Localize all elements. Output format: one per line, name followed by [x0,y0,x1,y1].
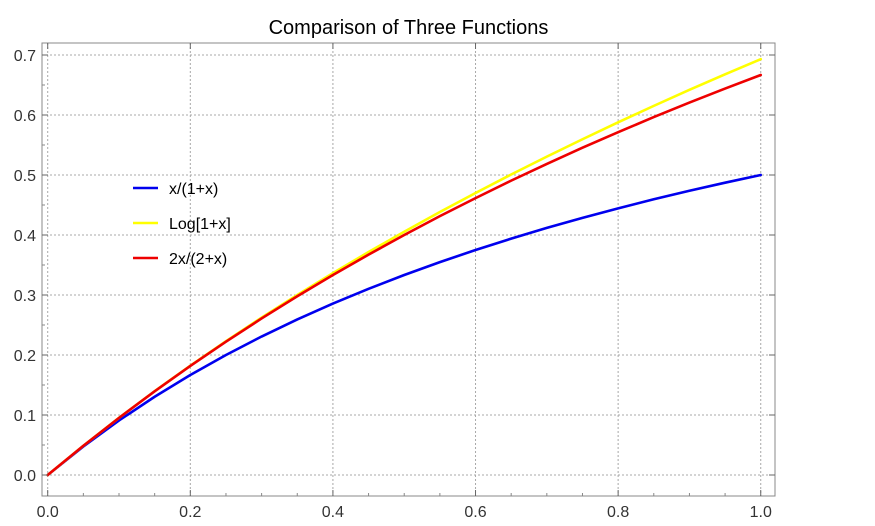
plot-background [42,43,775,496]
chart-title: Comparison of Three Functions [269,17,549,39]
grid-lines [42,43,775,496]
plot-area [42,43,775,496]
y-tick-label: 0.6 [14,108,36,125]
axis-ticks: 0.0 0.2 0.4 0.6 0.8 1.0 0.0 0.1 0.2 0.3 0.4 0.5 0.6 0… [14,43,775,521]
x-tick-label: 1.0 [750,504,772,521]
y-tick-label: 0.0 [14,468,36,485]
series-line-2 [46,73,763,477]
plot-frame [41,42,776,497]
x-tick-label: 0.8 [607,504,629,521]
legend-label-1: Log[1+x] [169,216,231,233]
series-line-0 [46,173,763,477]
y-tick-label: 0.2 [14,348,36,365]
y-tick-label: 0.7 [14,48,36,65]
x-tick-label: 0.0 [37,504,59,521]
x-tick-label: 0.4 [322,504,344,521]
y-tick-label: 0.5 [14,168,36,185]
plot-border [41,42,776,497]
series-lines [46,57,763,477]
y-tick-label: 0.1 [14,408,36,425]
y-tick-label: 0.4 [14,228,36,245]
x-tick-label: 0.6 [464,504,486,521]
legend-label-0: x/(1+x) [169,181,218,198]
legend: x/(1+x) Log[1+x] 2x/(2+x) [133,181,231,268]
legend-label-2: 2x/(2+x) [169,251,227,268]
x-tick-label: 0.2 [179,504,201,521]
y-tick-label: 0.3 [14,288,36,305]
